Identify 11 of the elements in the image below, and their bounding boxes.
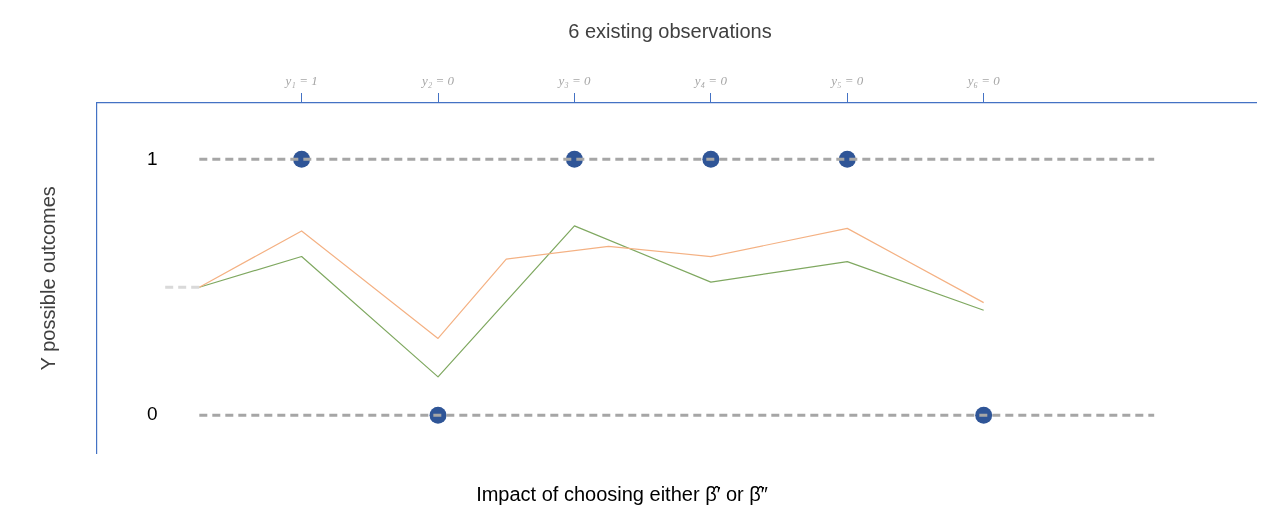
- x-tick-label: y₅ = 0: [829, 72, 864, 88]
- y-tick-label: 0: [147, 403, 158, 425]
- chart-title: 6 existing observations: [568, 19, 772, 42]
- x-axis-title: Impact of choosing either β̂′ or β̂″: [476, 482, 768, 505]
- x-tick-label: y₂ = 0: [420, 72, 455, 88]
- y-tick-label: 1: [147, 147, 158, 169]
- x-tick-label: y₄ = 0: [692, 72, 728, 88]
- x-tick-label: y₆ = 0: [965, 72, 1001, 88]
- x-tick-label: y₁ = 1: [283, 72, 318, 88]
- y-axis-title: Y possible outcomes: [36, 186, 59, 371]
- x-tick-label: y₃ = 0: [556, 72, 591, 88]
